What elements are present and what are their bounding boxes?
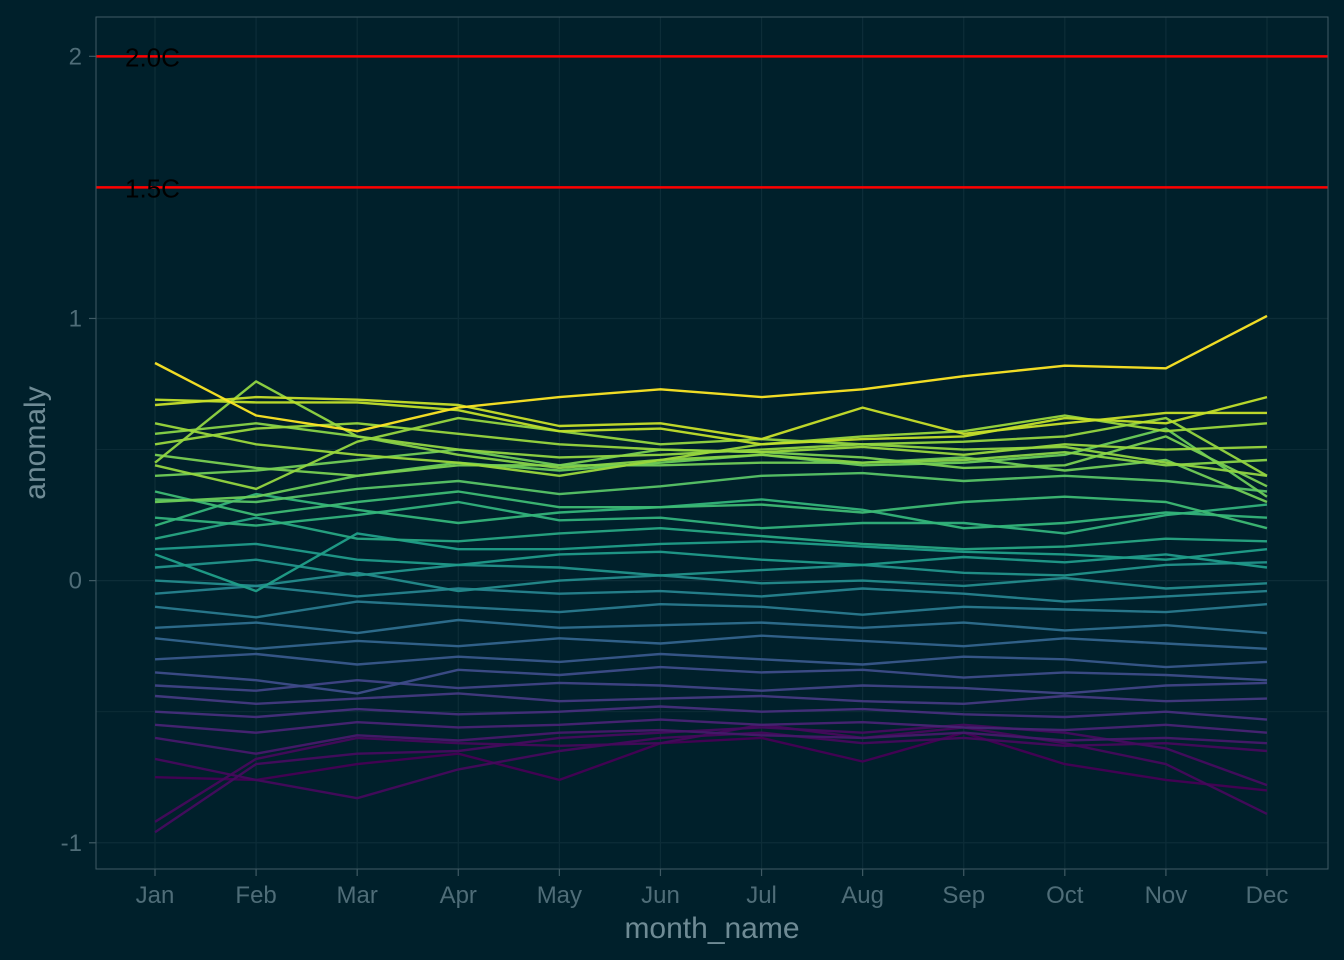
y-tick-label: -1	[61, 830, 82, 857]
series-line	[154, 723, 1268, 834]
x-axis-title: month_name	[624, 912, 799, 945]
x-tick-label: Mar	[337, 882, 378, 909]
x-tick-label: Jun	[641, 882, 680, 909]
x-tick-label: Dec	[1246, 882, 1289, 909]
y-axis: -1 0 1 2	[61, 43, 96, 857]
reference-line-label: 1.5C	[125, 173, 180, 203]
series-line	[154, 723, 1268, 823]
series-line	[154, 416, 1268, 491]
reference-lines: 2.0C 1.5C	[96, 42, 1328, 203]
series-line	[154, 558, 1268, 577]
series-line	[154, 665, 1268, 695]
x-axis: Jan Feb Mar Apr May Jun Jul Aug Sep Oct Nov Dec	[136, 869, 1289, 909]
series-line	[154, 652, 1268, 669]
series-line	[154, 492, 1268, 530]
x-tick-label: Jul	[746, 882, 777, 909]
series-line	[154, 395, 1268, 446]
reference-line-label: 2.0C	[125, 42, 180, 72]
x-tick-label: Feb	[235, 882, 276, 909]
x-tick-label: Jan	[136, 882, 175, 909]
x-tick-label: May	[537, 882, 582, 909]
series-line	[154, 542, 1268, 569]
panel-border	[95, 16, 1329, 870]
series-line	[154, 728, 1268, 755]
series-line	[154, 731, 1268, 792]
series-line	[154, 705, 1268, 721]
series-line	[154, 471, 1268, 504]
y-tick-label: 2	[69, 43, 82, 70]
series-line	[154, 718, 1268, 734]
y-tick-label: 1	[69, 305, 82, 332]
series-line	[154, 618, 1268, 635]
series-line	[154, 634, 1268, 650]
series-line	[154, 516, 1268, 551]
series-line	[154, 395, 1267, 441]
x-tick-label: Oct	[1046, 882, 1084, 909]
series-line	[154, 731, 1268, 800]
series-line	[154, 448, 1268, 504]
series-line	[154, 571, 1268, 593]
series-lines	[154, 314, 1268, 834]
series-line	[154, 314, 1268, 433]
y-tick-label: 0	[69, 568, 82, 595]
series-line	[154, 422, 1268, 456]
x-tick-label: Nov	[1145, 882, 1188, 909]
series-line	[154, 679, 1268, 695]
series-line	[154, 422, 1268, 470]
series-line	[154, 490, 1268, 530]
series-line	[154, 532, 1268, 593]
series-line	[154, 584, 1268, 603]
x-tick-label: Sep	[942, 882, 985, 909]
x-tick-label: Apr	[440, 882, 477, 909]
series-line	[154, 500, 1268, 535]
series-line	[154, 600, 1268, 619]
series-line	[154, 692, 1268, 705]
y-axis-title: anomaly	[19, 386, 52, 499]
x-tick-label: Aug	[841, 882, 884, 909]
